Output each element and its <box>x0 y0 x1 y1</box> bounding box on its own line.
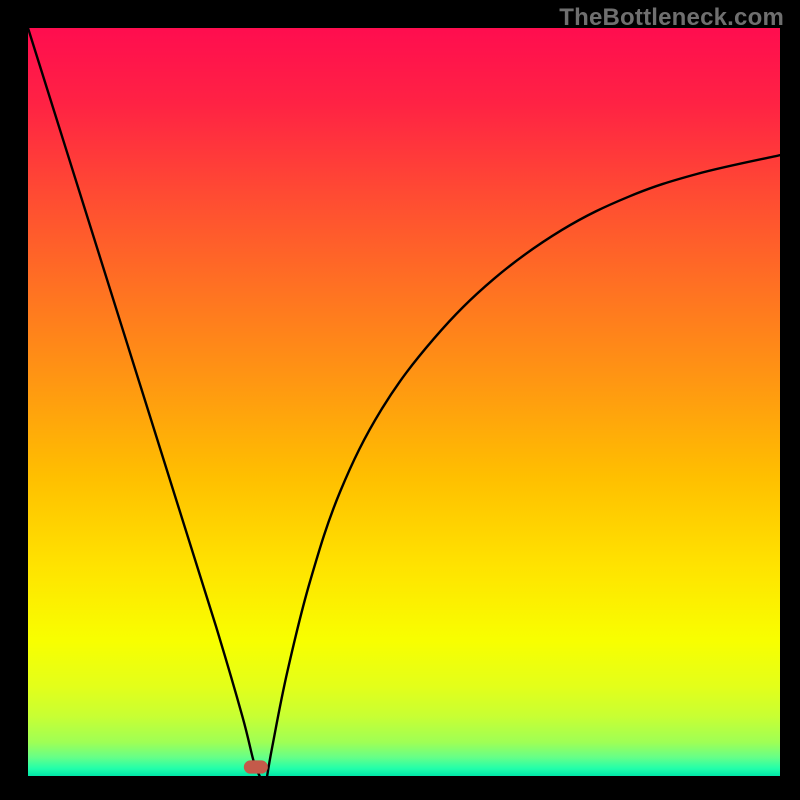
gradient-background <box>28 28 780 776</box>
bottleneck-marker <box>244 760 268 773</box>
chart-frame: TheBottleneck.com <box>0 0 800 800</box>
bottleneck-curve-chart <box>28 28 780 776</box>
plot-area <box>28 28 780 776</box>
